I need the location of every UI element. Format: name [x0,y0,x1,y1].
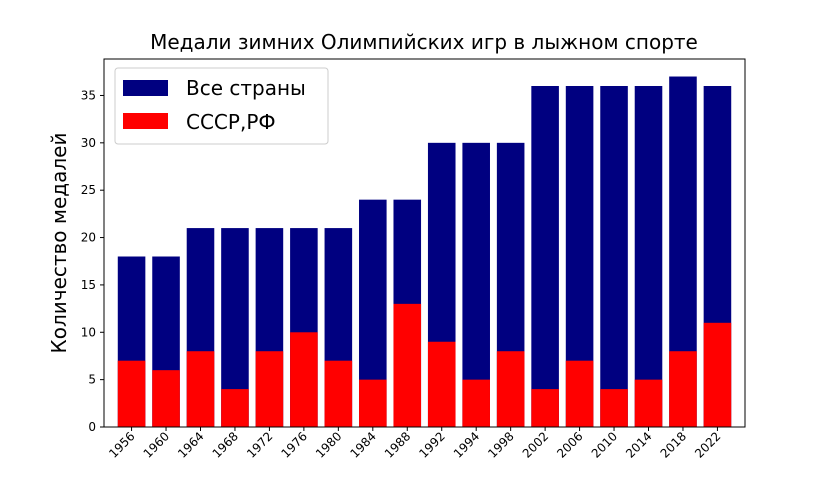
chart-title: Медали зимних Олимпийских игр в лыжном с… [150,30,698,54]
bar-ussr-rf-2010 [600,389,628,427]
x-tick-label: 1992 [416,429,447,460]
legend-label-all-countries: Все страны [186,76,306,100]
legend-swatch-ussr-rf [123,113,168,129]
legend-swatch-all-countries [123,80,168,96]
bars-group [117,76,732,428]
x-tick-label: 1964 [175,429,206,460]
bar-ussr-rf-1988 [393,303,422,427]
bar-ussr-rf-2002 [531,389,559,427]
x-tick-label: 2010 [589,429,620,460]
bar-ussr-rf-1964 [186,351,215,427]
bar-ussr-rf-1994 [462,379,490,427]
bar-all-countries-2002 [531,86,559,427]
x-tick-label: 1980 [313,429,344,460]
plot-frame [103,58,746,428]
x-tick-label: 1988 [382,429,413,460]
y-axis-label: Количество медалей [47,133,71,354]
bar-ussr-rf-2022 [703,322,732,427]
bar-all-countries-2014 [634,86,663,427]
x-tick-label: 1972 [244,429,275,460]
y-tick-label: 10 [81,325,96,339]
bar-ussr-rf-1992 [427,341,456,427]
bar-ussr-rf-1984 [359,379,387,427]
legend: Все страны СССР,РФ [114,67,329,145]
x-tick-label: 1994 [451,429,482,460]
y-tick-label: 5 [88,373,96,387]
y-tick-label: 35 [81,88,96,102]
bar-ussr-rf-2006 [565,360,594,427]
x-tick-label: 2014 [623,429,654,460]
y-ticks-group: 0 5 10 15 20 25 30 35 [81,88,104,434]
x-tick-label: 2006 [554,429,585,460]
bar-ussr-rf-1960 [152,370,180,427]
x-tick-label: 1968 [210,429,241,460]
x-tick-label: 2018 [658,429,689,460]
bar-all-countries-2010 [600,86,628,427]
bar-ussr-rf-1956 [117,360,146,427]
y-tick-label: 0 [88,420,96,434]
bar-ussr-rf-1998 [496,351,525,427]
y-tick-label: 30 [81,136,96,150]
x-ticks-group: 1956 1960 1964 1968 1972 1976 1980 1984 1988 1992… [106,427,724,461]
x-tick-label: 1976 [279,429,310,460]
x-tick-label: 2002 [520,429,551,460]
bar-ussr-rf-1968 [221,389,249,427]
bar-ussr-rf-1972 [255,351,284,427]
bar-ussr-rf-2014 [634,379,663,427]
x-tick-label: 1998 [485,429,516,460]
x-tick-label: 1984 [347,429,378,460]
bar-ussr-rf-1980 [324,360,353,427]
x-tick-label: 1960 [141,429,172,460]
y-tick-label: 25 [81,183,96,197]
legend-label-ussr-rf: СССР,РФ [186,110,276,134]
bar-ussr-rf-1976 [290,332,318,427]
bar-all-countries-1994 [462,142,490,427]
legend-box [114,67,329,145]
y-tick-label: 15 [81,278,96,292]
bar-ussr-rf-2018 [669,351,697,427]
y-tick-label: 20 [81,231,96,245]
x-tick-label: 2022 [692,429,723,460]
x-tick-label: 1956 [106,429,137,460]
